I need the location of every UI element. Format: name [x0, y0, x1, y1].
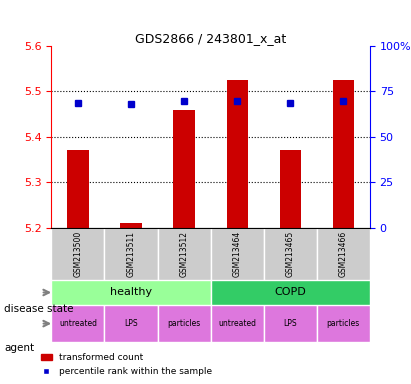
FancyBboxPatch shape: [157, 305, 210, 342]
Text: GSM213464: GSM213464: [233, 230, 242, 277]
Text: COPD: COPD: [275, 288, 306, 298]
Text: untreated: untreated: [218, 319, 256, 328]
FancyBboxPatch shape: [317, 305, 370, 342]
FancyBboxPatch shape: [264, 305, 317, 342]
Text: healthy: healthy: [110, 288, 152, 298]
Text: agent: agent: [4, 343, 34, 353]
Text: untreated: untreated: [59, 319, 97, 328]
Text: disease state: disease state: [4, 304, 74, 314]
Bar: [120, 223, 142, 228]
Text: LPS: LPS: [124, 319, 138, 328]
Text: GSM213465: GSM213465: [286, 230, 295, 277]
Text: GSM213500: GSM213500: [74, 230, 83, 277]
Text: GSM213466: GSM213466: [339, 230, 348, 277]
Text: particles: particles: [167, 319, 201, 328]
Bar: [67, 151, 88, 228]
FancyBboxPatch shape: [264, 228, 317, 280]
FancyBboxPatch shape: [104, 305, 157, 342]
Bar: [173, 109, 195, 228]
FancyBboxPatch shape: [51, 228, 104, 280]
Legend: transformed count, percentile rank within the sample: transformed count, percentile rank withi…: [37, 350, 216, 379]
FancyBboxPatch shape: [51, 280, 210, 305]
FancyBboxPatch shape: [210, 305, 264, 342]
Title: GDS2866 / 243801_x_at: GDS2866 / 243801_x_at: [135, 32, 286, 45]
Text: GSM213511: GSM213511: [127, 230, 136, 276]
FancyBboxPatch shape: [51, 305, 104, 342]
FancyBboxPatch shape: [317, 228, 370, 280]
FancyBboxPatch shape: [157, 228, 210, 280]
Text: GSM213512: GSM213512: [180, 230, 189, 276]
FancyBboxPatch shape: [104, 228, 157, 280]
Text: particles: particles: [327, 319, 360, 328]
FancyBboxPatch shape: [210, 228, 264, 280]
Text: LPS: LPS: [284, 319, 297, 328]
Bar: [333, 80, 354, 228]
Bar: [226, 80, 248, 228]
FancyBboxPatch shape: [210, 280, 370, 305]
Bar: [279, 151, 301, 228]
